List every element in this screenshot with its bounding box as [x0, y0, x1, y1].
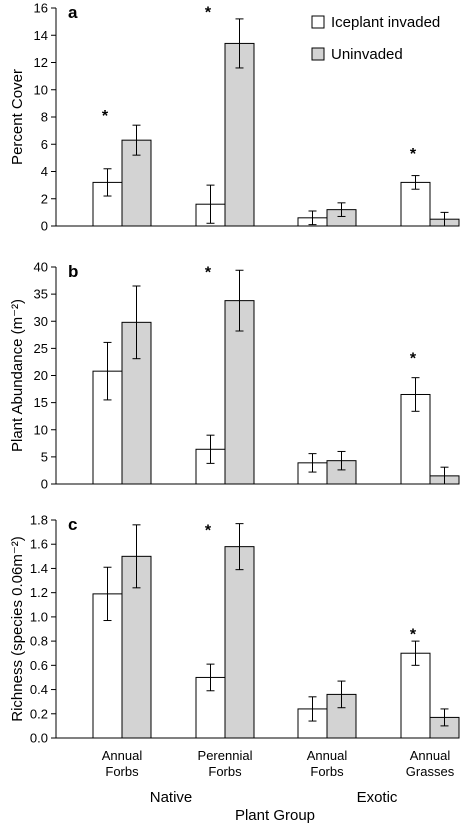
y-tick-label: 0.4 [30, 682, 48, 697]
significance-star: * [410, 146, 417, 163]
panel-label: a [68, 3, 78, 22]
significance-star: * [410, 626, 417, 643]
y-tick-label: 16 [34, 1, 48, 16]
x-tick-label: Grasses [406, 764, 455, 779]
y-tick-label: 0 [41, 219, 48, 234]
significance-star: * [205, 522, 212, 539]
y-tick-label: 12 [34, 55, 48, 70]
panel-label: c [68, 515, 77, 534]
panel-a: 0 2 4 6 8 10 12 14 16 Percent Cover a * * * [9, 1, 460, 234]
panel-c: 0.0 0.2 0.4 0.6 0.8 1.0 1.2 1.4 1.6 1.8 Richness (… [9, 513, 460, 746]
significance-star: * [410, 350, 417, 367]
y-tick-label: 5 [41, 449, 48, 464]
x-tick-label: Annual [410, 748, 451, 763]
y-tick-label: 1.2 [30, 585, 48, 600]
y-tick-label: 10 [34, 422, 48, 437]
y-tick-label: 0.2 [30, 706, 48, 721]
y-axis-label: Richness (species 0.06m⁻²) [9, 536, 26, 721]
panel-b: 0 5 10 15 20 25 30 35 40 Plant Abundance (m⁻²) b * * [9, 260, 460, 492]
x-tick-label: Forbs [208, 764, 242, 779]
x-tick-label: Annual [307, 748, 348, 763]
y-tick-label: 1.0 [30, 609, 48, 624]
group-label: Native [150, 789, 193, 806]
bar-iceplant-invaded [400, 652, 431, 739]
y-tick-label: 15 [34, 395, 48, 410]
group-label: Exotic [357, 789, 398, 806]
y-tick-label: 0.8 [30, 634, 48, 649]
x-tick-label: Forbs [310, 764, 344, 779]
y-tick-label: 1.8 [30, 513, 48, 528]
y-tick-label: 30 [34, 314, 48, 329]
y-tick-label: 4 [41, 164, 48, 179]
y-tick-label: 8 [41, 110, 48, 125]
y-axis-label: Plant Abundance (m⁻²) [9, 299, 26, 452]
y-tick-label: 1.4 [30, 561, 48, 576]
y-tick-label: 10 [34, 82, 48, 97]
legend-swatch [311, 15, 325, 29]
y-tick-label: 25 [34, 341, 48, 356]
y-tick-label: 0 [41, 477, 48, 492]
y-tick-label: 40 [34, 260, 48, 275]
legend-entry: Uninvaded [331, 46, 403, 63]
y-tick-label: 14 [34, 28, 48, 43]
y-tick-label: 0.0 [30, 731, 48, 746]
bar-uninvaded [224, 546, 255, 739]
y-tick-label: 0.6 [30, 658, 48, 673]
significance-star: * [205, 4, 212, 21]
y-tick-label: 6 [41, 137, 48, 152]
y-tick-label: 20 [34, 368, 48, 383]
legend: Iceplant invaded Uninvaded [311, 14, 440, 63]
bar-uninvaded [224, 42, 255, 227]
x-axis-label: Plant Group [235, 807, 315, 824]
x-tick-label: Perennial [198, 748, 253, 763]
legend-swatch [311, 47, 325, 61]
x-tick-labels: AnnualForbsPerennialForbsAnnualForbsAnnu… [102, 748, 455, 779]
x-tick-label: Forbs [105, 764, 139, 779]
y-tick-label: 1.6 [30, 537, 48, 552]
panel-label: b [68, 262, 78, 281]
significance-star: * [102, 108, 109, 125]
x-tick-label: Annual [102, 748, 143, 763]
legend-entry: Iceplant invaded [331, 14, 440, 31]
y-tick-label: 35 [34, 287, 48, 302]
significance-star: * [205, 265, 212, 282]
y-axis-label: Percent Cover [9, 69, 26, 165]
y-tick-label: 2 [41, 191, 48, 206]
